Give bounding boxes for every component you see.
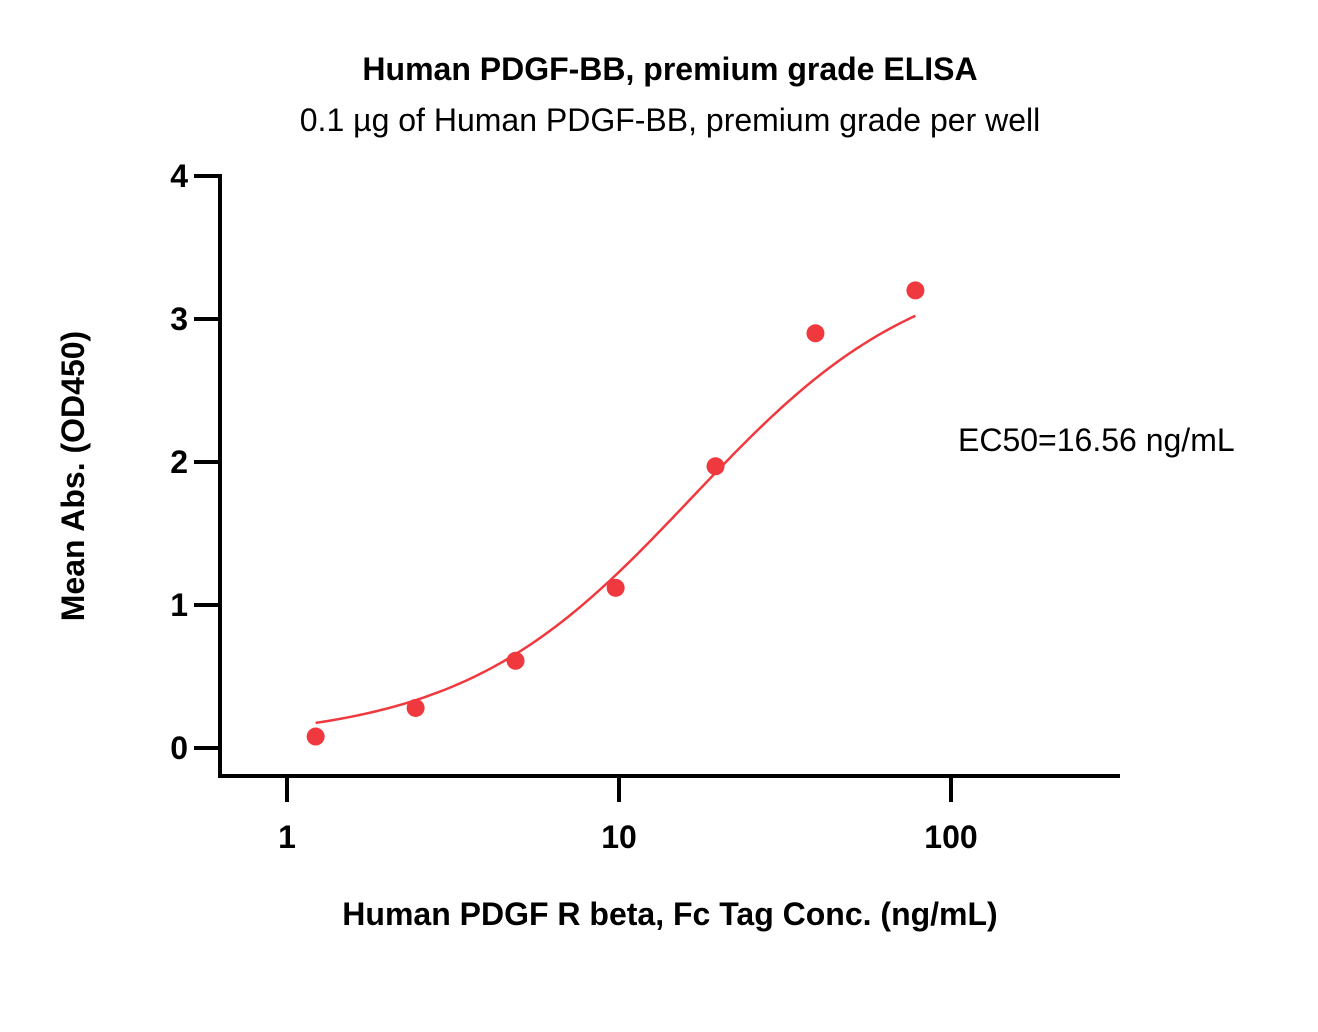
data-point bbox=[606, 578, 625, 597]
data-point bbox=[806, 324, 825, 343]
y-tick-label: 0 bbox=[170, 730, 188, 766]
x-tick-label: 100 bbox=[924, 819, 977, 855]
y-tick-label: 2 bbox=[170, 444, 188, 480]
data-point bbox=[506, 651, 525, 670]
fit-curve-layer bbox=[315, 314, 916, 725]
y-tick-label: 3 bbox=[170, 301, 188, 337]
data-point bbox=[906, 281, 925, 300]
ec50-annotation: EC50=16.56 ng/mL bbox=[958, 422, 1235, 458]
x-axis-label: Human PDGF R beta, Fc Tag Conc. (ng/mL) bbox=[342, 896, 997, 932]
data-points bbox=[306, 281, 925, 746]
axes: 0 1 2 3 4 1 10 100 bbox=[170, 158, 1120, 855]
y-tick-label: 4 bbox=[170, 158, 188, 194]
data-point bbox=[306, 727, 325, 746]
chart-title: Human PDGF-BB, premium grade ELISA bbox=[362, 51, 977, 87]
x-tick-label: 1 bbox=[278, 819, 296, 855]
data-point bbox=[406, 698, 425, 717]
fit-curve bbox=[315, 314, 916, 725]
chart-subtitle: 0.1 µg of Human PDGF-BB, premium grade p… bbox=[300, 102, 1041, 138]
x-tick-label: 10 bbox=[601, 819, 637, 855]
y-axis-label: Mean Abs. (OD450) bbox=[55, 331, 91, 621]
data-point bbox=[706, 457, 725, 476]
y-tick-label: 1 bbox=[170, 587, 188, 623]
